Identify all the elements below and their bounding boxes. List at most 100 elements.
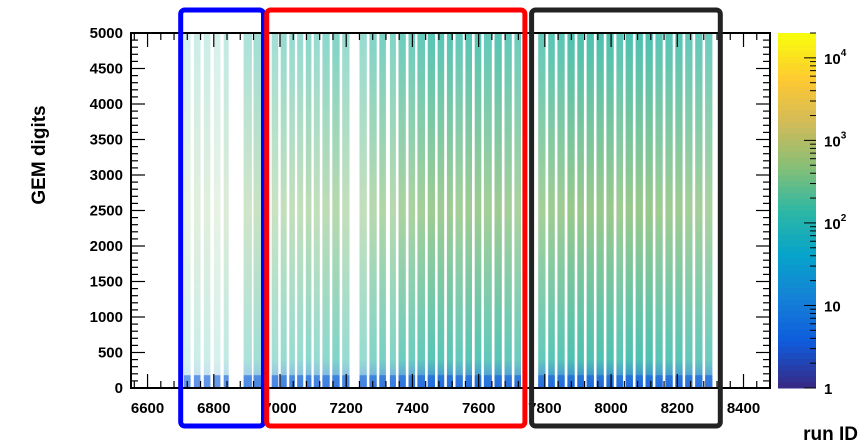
colorbar-segment — [778, 127, 816, 135]
colorbar-segment — [778, 145, 816, 152]
run-band-base-50 — [705, 375, 713, 388]
run-band-base-49 — [695, 375, 703, 388]
run-band-base-7 — [271, 375, 279, 388]
run-band-base-11 — [305, 375, 312, 388]
run-band-base-35 — [557, 375, 565, 388]
run-band-base-29 — [483, 375, 492, 388]
run-band-base-21 — [408, 375, 416, 388]
colorbar-segment — [778, 151, 816, 158]
colorbar-tick-label: 102 — [824, 213, 847, 233]
colorbar — [778, 32, 816, 389]
run-band-22 — [417, 33, 425, 388]
x-tick-label: 7400 — [396, 400, 429, 417]
colorbar-segment — [778, 269, 816, 277]
run-band-base-47 — [675, 375, 683, 388]
x-tick-labels: 6600 6800 7000 7200 7400 7600 7800 8000 8200 8400 — [131, 400, 760, 417]
run-band-base-48 — [685, 375, 693, 388]
x-tick-label: 7000 — [263, 400, 296, 417]
run-band-base-22 — [417, 375, 425, 388]
colorbar-segment — [778, 346, 816, 353]
run-band-44 — [645, 33, 653, 388]
y-tick-label: 1000 — [90, 309, 123, 326]
run-band-base-5 — [243, 375, 252, 388]
run-band-base-41 — [616, 375, 623, 388]
colorbar-labels: 1 10 102 103 104 — [824, 48, 847, 398]
colorbar-tick-label: 104 — [824, 48, 847, 68]
y-tick-label: 2000 — [90, 238, 123, 255]
run-band-base-27 — [465, 375, 472, 388]
colorbar-segment — [778, 180, 816, 188]
x-tick-label: 7200 — [330, 400, 363, 417]
colorbar-segment — [778, 92, 816, 99]
y-tick-label: 2500 — [90, 203, 123, 220]
colorbar-segment — [778, 192, 816, 200]
colorbar-segment — [778, 104, 816, 111]
x-axis-ticks — [133, 33, 771, 388]
colorbar-segment — [778, 222, 816, 229]
run-band-20 — [398, 33, 406, 388]
run-band-base-24 — [437, 375, 445, 388]
colorbar-segment — [778, 157, 816, 164]
colorbar-segment — [778, 44, 816, 52]
colorbar-segment — [778, 240, 816, 247]
run-band-40 — [606, 33, 614, 388]
colorbar-tick-label: 10 — [824, 298, 841, 315]
colorbar-segment — [778, 139, 816, 146]
colorbar-segment — [778, 115, 816, 123]
run-band-17 — [369, 33, 377, 388]
run-band-base-25 — [446, 375, 453, 388]
x-tick-label: 6800 — [197, 400, 230, 417]
colorbar-segment — [778, 133, 816, 140]
colorbar-segment — [778, 33, 816, 40]
run-band-39 — [596, 33, 604, 388]
run-bands — [184, 33, 713, 388]
run-band-base-33 — [538, 375, 546, 388]
y-axis-title: GEM digits — [29, 105, 50, 204]
run-band-base-2 — [203, 375, 211, 388]
colorbar-segment — [778, 251, 816, 259]
run-band-12 — [313, 33, 320, 388]
colorbar-segment — [778, 228, 816, 235]
run-band-21 — [408, 33, 416, 388]
colorbar-segment — [778, 204, 816, 211]
y-tick-label: 1500 — [90, 274, 123, 291]
colorbar-segment — [778, 328, 816, 336]
run-band-9 — [289, 33, 295, 388]
run-band-28 — [474, 33, 482, 388]
colorbar-segment — [778, 74, 816, 81]
run-band-31 — [504, 33, 512, 388]
colorbar-segment — [778, 311, 816, 318]
colorbar-segment — [778, 299, 816, 306]
y-tick-label: 4000 — [90, 96, 123, 113]
colorbar-tick-label: 1 — [824, 381, 832, 398]
colorbar-segment — [778, 163, 816, 170]
colorbar-segment — [778, 169, 816, 176]
run-band-32 — [514, 33, 521, 388]
run-band-3 — [213, 33, 221, 388]
run-band-30 — [494, 33, 502, 388]
run-band-27 — [465, 33, 472, 388]
run-band-11 — [305, 33, 312, 388]
run-band-23 — [427, 33, 435, 388]
run-band-47 — [675, 33, 683, 388]
colorbar-segment — [778, 257, 816, 265]
colorbar-segment — [778, 121, 816, 129]
colorbar-segment — [778, 352, 816, 359]
run-band-base-40 — [606, 375, 614, 388]
run-band-6 — [253, 33, 262, 388]
highlight-region-2 — [529, 7, 723, 429]
run-band-1 — [193, 33, 201, 388]
colorbar-segment — [778, 334, 816, 342]
colorbar-segment — [778, 364, 816, 371]
colorbar-segment — [778, 210, 816, 217]
run-band-2 — [203, 33, 211, 388]
highlight-region-0 — [178, 7, 266, 429]
run-band-4 — [223, 33, 229, 388]
run-band-base-6 — [253, 375, 262, 388]
run-band-35 — [557, 33, 565, 388]
run-band-base-19 — [389, 375, 396, 388]
run-band-49 — [695, 33, 703, 388]
x-tick-label: 8200 — [661, 400, 694, 417]
colorbar-segment — [778, 98, 816, 105]
